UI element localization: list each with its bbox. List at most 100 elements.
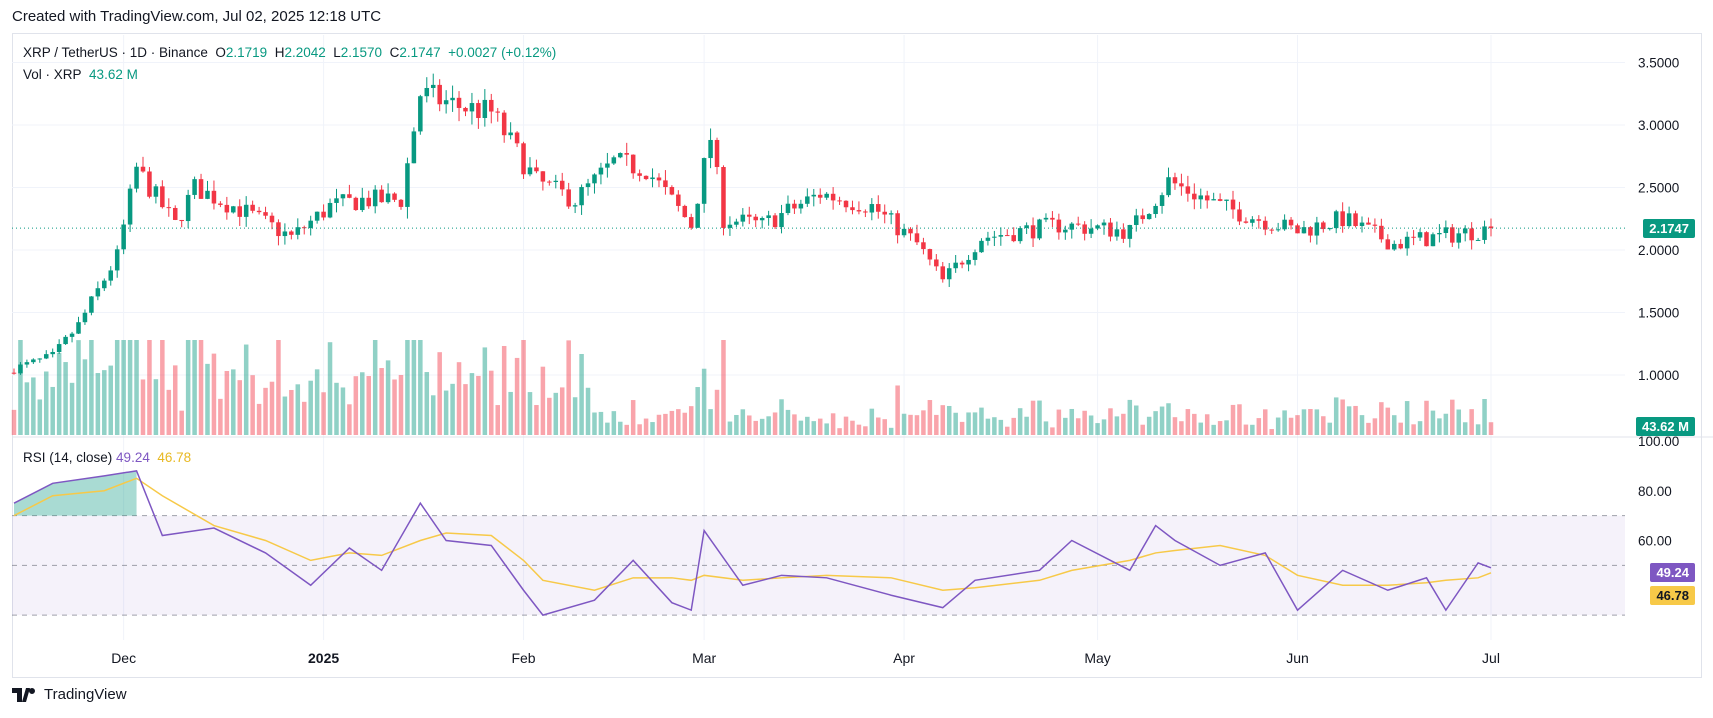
volume-bar: [179, 410, 184, 435]
volume-bar: [353, 376, 359, 435]
volume-bar: [824, 423, 829, 435]
volume-bar: [256, 403, 262, 435]
volume-bar: [1275, 417, 1281, 435]
candle-body: [785, 203, 791, 214]
candle-body: [1301, 227, 1307, 234]
legend-symbol: XRP / TetherUS · 1D · Binance: [23, 45, 208, 60]
volume-bar: [1353, 405, 1358, 435]
candle-body: [147, 171, 152, 197]
candle-body: [501, 112, 507, 136]
volume-bar: [727, 421, 733, 435]
candle-body: [1050, 217, 1055, 220]
volume-bar: [701, 368, 707, 435]
candle-body: [876, 204, 881, 212]
candle-body: [1488, 226, 1494, 229]
candle-body: [1204, 195, 1210, 201]
volume-bar: [321, 392, 326, 435]
volume-bar: [56, 352, 62, 435]
candle-body: [1250, 219, 1255, 223]
volume-bar: [482, 347, 488, 435]
time-tick-label: 2025: [308, 650, 339, 666]
volume-bar: [1011, 417, 1016, 435]
candle-body: [82, 312, 88, 323]
candle-body: [779, 213, 784, 228]
volume-bar: [876, 417, 881, 435]
volume-bar: [676, 409, 681, 435]
volume-bar: [1088, 415, 1094, 435]
candle-body: [1088, 228, 1094, 234]
candle-body: [372, 189, 378, 207]
candle-body: [992, 236, 997, 238]
volume-bar: [1411, 424, 1416, 435]
volume-bar: [1288, 417, 1294, 435]
time-tick-label: Jul: [1482, 650, 1500, 666]
candle-body: [946, 268, 952, 280]
candle-body: [605, 163, 610, 168]
volume-bar: [1359, 415, 1365, 435]
chart-frame[interactable]: [12, 33, 1702, 678]
candle-body: [1282, 219, 1287, 230]
candle-body: [618, 153, 623, 158]
candle-body: [895, 213, 900, 236]
legend-rsi-label: RSI (14, close): [23, 450, 113, 465]
candle-body: [624, 153, 629, 155]
candle-body: [863, 211, 868, 213]
candle-body: [869, 204, 875, 213]
volume-bar: [688, 406, 694, 435]
volume-bar: [69, 382, 75, 435]
footer-brand[interactable]: TradingView: [12, 686, 127, 703]
candle-body: [276, 222, 281, 237]
candle-body: [321, 211, 326, 218]
volume-bar: [1475, 424, 1481, 435]
volume-bar: [940, 405, 946, 435]
volume-bar: [1366, 422, 1371, 435]
rsi-tag: 49.24: [1650, 563, 1695, 582]
candle-body: [708, 139, 713, 159]
volume-bar: [798, 420, 804, 435]
candle-body: [1198, 195, 1204, 200]
volume-bar: [1333, 397, 1339, 435]
candle-body: [1340, 211, 1345, 227]
candle-body: [314, 211, 320, 221]
volume-bar: [24, 382, 30, 435]
volume-bar: [721, 340, 726, 435]
volume-tag: 43.62 M: [1636, 417, 1695, 436]
volume-bar: [566, 340, 571, 435]
candle-body: [1153, 205, 1158, 215]
candle-body: [114, 249, 120, 271]
candle-body: [908, 228, 913, 234]
candle-body: [456, 97, 462, 108]
candle-body: [1314, 222, 1320, 236]
volume-bar: [450, 383, 455, 435]
time-tick-label: Jun: [1286, 650, 1309, 666]
volume-bar: [895, 385, 900, 435]
candle-body: [1217, 199, 1223, 201]
volume-bar: [82, 359, 88, 435]
volume-bar: [1391, 415, 1397, 435]
candle-body: [817, 194, 823, 198]
rsi-legend: RSI (14, close) 49.24 46.78: [23, 450, 191, 465]
volume-bar: [572, 397, 578, 435]
candle-body: [682, 205, 688, 218]
candle-body: [379, 189, 384, 203]
candles-group: [11, 73, 1494, 375]
volume-bar: [398, 374, 404, 435]
candle-body: [76, 322, 81, 334]
candle-body: [179, 219, 184, 222]
volume-bar: [198, 340, 204, 435]
volume-bar: [1250, 424, 1255, 435]
candle-body: [1256, 219, 1262, 221]
rsi-ma-line: [13, 477, 1492, 592]
candle-body: [1230, 199, 1236, 210]
candle-body: [476, 103, 481, 118]
candle-body: [676, 194, 681, 206]
volume-bar: [1224, 420, 1229, 435]
volume-bar: [269, 381, 275, 435]
candle-body: [1462, 228, 1468, 234]
candle-body: [598, 167, 604, 175]
price-tag: 2.1747: [1643, 219, 1695, 238]
candle-body: [998, 235, 1004, 237]
volume-bar: [753, 420, 758, 435]
candle-body: [360, 197, 365, 211]
